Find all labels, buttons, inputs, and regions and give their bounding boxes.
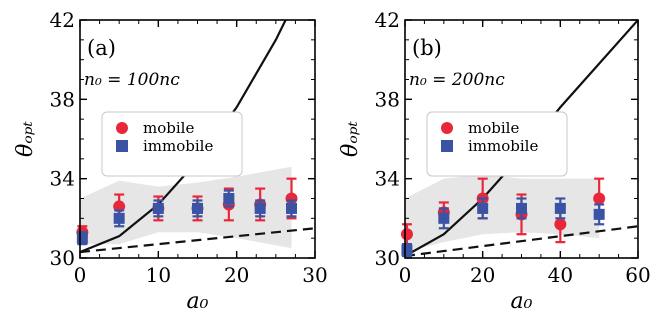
gray-band (405, 174, 600, 253)
legend-immobile-marker (116, 140, 128, 152)
x-tick-label: 20 (470, 263, 495, 287)
y-tick-label: 38 (375, 87, 400, 111)
legend-immobile-label: immobile (143, 137, 213, 155)
data-points-layer (400, 177, 606, 258)
immobile-point (401, 244, 413, 256)
x-tick-label: 60 (625, 263, 650, 287)
immobile-point (286, 202, 297, 214)
panel-tag: (b) (412, 36, 442, 60)
confidence-band-layer (80, 166, 292, 249)
legend: mobile immobile (101, 111, 243, 177)
immobile-point (516, 202, 527, 214)
y-tick-label: 42 (375, 8, 400, 32)
x-tick-label: 0 (74, 263, 87, 287)
y-tick-label: 30 (50, 246, 75, 270)
panel-b: 0 20 40 60 30 34 38 42 (b) n₀ = 200nᴄ mobile im… (338, 8, 651, 314)
legend-mobile-label: mobile (143, 119, 194, 137)
panel-a: 0 10 20 30 30 34 38 42 (a) n₀ = 100nᴄ mobile im… (13, 8, 328, 314)
immobile-point (477, 202, 489, 214)
legend-box (426, 111, 568, 177)
dashed-line (405, 225, 638, 258)
mobile-point (593, 192, 606, 205)
panel-tag: (a) (87, 36, 116, 60)
mobile-point (554, 218, 567, 231)
y-tick-label: 34 (375, 167, 400, 191)
y-axis-label: θₒₚₜ (13, 120, 38, 157)
x-tick-label: 40 (548, 263, 573, 287)
legend-mobile-label: mobile (468, 119, 519, 137)
immobile-point (152, 202, 164, 214)
legend: mobile immobile (426, 111, 568, 177)
data-points-layer (76, 177, 298, 246)
x-tick-label: 0 (399, 263, 412, 287)
immobile-point (593, 208, 605, 220)
gray-band (80, 166, 292, 249)
x-tick-label: 30 (302, 263, 327, 287)
density-annotation: n₀ = 200nᴄ (409, 70, 505, 90)
density-annotation: n₀ = 100nᴄ (84, 70, 180, 90)
x-axis-label: a₀ (187, 289, 209, 314)
y-axis-label: θₒₚₜ (338, 120, 363, 157)
legend-immobile-marker (441, 140, 453, 152)
dashed-line (80, 227, 315, 254)
legend-mobile-marker (116, 122, 128, 134)
x-tick-label: 20 (224, 263, 249, 287)
x-tick-label: 10 (146, 263, 171, 287)
immobile-point (223, 193, 235, 204)
legend-box (101, 111, 243, 177)
legend-mobile-marker (441, 122, 453, 134)
immobile-point (192, 202, 203, 214)
tick-labels-layer: 0 10 20 30 30 34 38 42 (50, 8, 328, 287)
immobile-point (438, 212, 450, 224)
immobile-point (76, 232, 88, 244)
y-tick-label: 38 (50, 87, 75, 111)
plot-frame (404, 19, 639, 259)
immobile-point (113, 212, 125, 224)
y-tick-label: 34 (50, 167, 75, 191)
legend-immobile-label: immobile (468, 137, 538, 155)
plot-frame (79, 19, 316, 259)
y-tick-label: 30 (375, 246, 400, 270)
x-axis-label: a₀ (511, 289, 533, 314)
y-tick-label: 42 (50, 8, 75, 32)
immobile-point (554, 202, 566, 214)
mobile-point (400, 228, 413, 241)
tick-labels-layer: 0 20 40 60 30 34 38 42 (375, 8, 651, 287)
immobile-point (254, 202, 266, 214)
confidence-band-layer (405, 174, 600, 253)
